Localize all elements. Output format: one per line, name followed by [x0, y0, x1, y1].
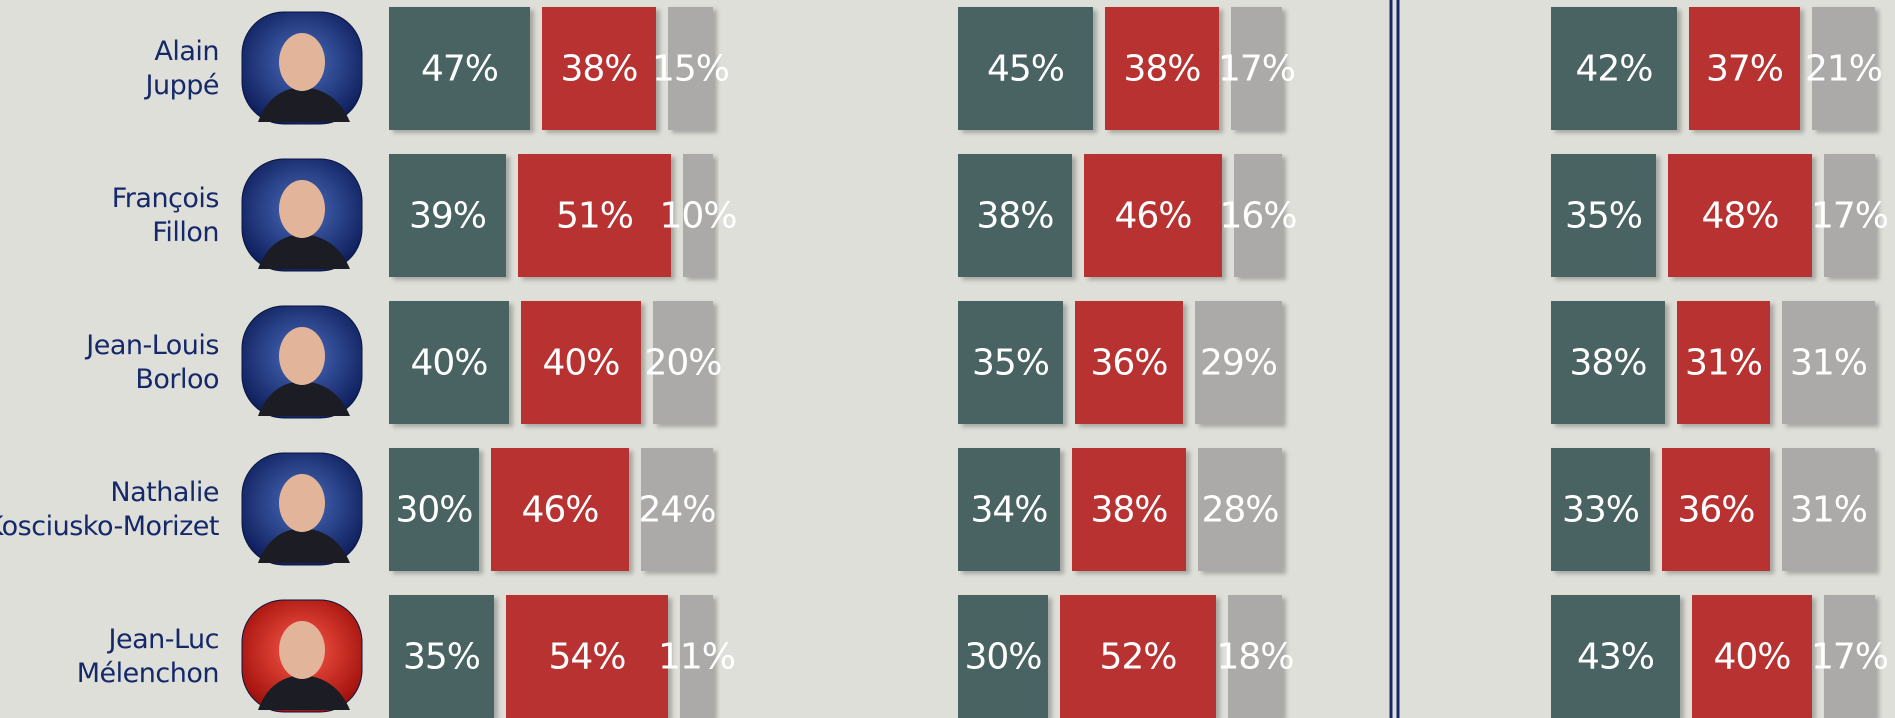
value-label: 17% — [1218, 49, 1295, 90]
value-label: 54% — [548, 637, 625, 678]
value-label: 38% — [1569, 343, 1646, 384]
value-label: 48% — [1701, 196, 1778, 237]
photo-face — [279, 474, 325, 532]
candidate-name: Alain Juppé — [0, 35, 219, 103]
value-label: 15% — [652, 49, 729, 90]
value-label: 17% — [1811, 196, 1888, 237]
value-label: 35% — [972, 343, 1049, 384]
value-label: 51% — [556, 196, 633, 237]
value-label: 42% — [1575, 49, 1652, 90]
value-label: 52% — [1099, 637, 1176, 678]
value-label: 35% — [1565, 196, 1642, 237]
value-label: 29% — [1200, 343, 1277, 384]
value-label: 38% — [976, 196, 1053, 237]
value-label: 31% — [1685, 343, 1762, 384]
value-label: 38% — [560, 49, 637, 90]
value-label: 24% — [638, 490, 715, 531]
value-label: 46% — [521, 490, 598, 531]
candidate-name: Nathalie Kosciusko-Morizet — [0, 476, 219, 544]
value-label: 20% — [644, 343, 721, 384]
value-label: 30% — [395, 490, 472, 531]
value-label: 28% — [1201, 490, 1278, 531]
value-label: 40% — [1713, 637, 1790, 678]
candidate-name: Jean-Louis Borloo — [0, 329, 219, 397]
value-label: 47% — [421, 49, 498, 90]
value-label: 16% — [1219, 196, 1296, 237]
value-label: 11% — [658, 637, 735, 678]
value-label: 38% — [1123, 49, 1200, 90]
value-label: 34% — [970, 490, 1047, 531]
value-label: 31% — [1790, 490, 1867, 531]
value-label: 30% — [964, 637, 1041, 678]
value-label: 31% — [1790, 343, 1867, 384]
photo-face — [279, 327, 325, 385]
photo-face — [279, 180, 325, 238]
value-label: 36% — [1677, 490, 1754, 531]
value-label: 21% — [1805, 49, 1882, 90]
value-label: 39% — [409, 196, 486, 237]
value-label: 17% — [1811, 637, 1888, 678]
poll-chart: 47% 38% 15% 39% 51% 10% 40% 40% 20% 30% 46% 24% 35% 5… — [0, 0, 1895, 718]
value-label: 43% — [1577, 637, 1654, 678]
value-label: 33% — [1562, 490, 1639, 531]
photo-face — [279, 621, 325, 679]
value-label: 35% — [403, 637, 480, 678]
value-label: 18% — [1216, 637, 1293, 678]
value-label: 40% — [410, 343, 487, 384]
value-label: 38% — [1090, 490, 1167, 531]
value-label: 36% — [1090, 343, 1167, 384]
candidate-name: François Fillon — [0, 182, 219, 250]
value-label: 10% — [659, 196, 736, 237]
value-label: 45% — [987, 49, 1064, 90]
candidate-name: Jean-Luc Mélenchon — [0, 623, 219, 691]
photo-face — [279, 33, 325, 91]
value-label: 37% — [1706, 49, 1783, 90]
chart: 47% 38% 15% 39% 51% 10% 40% 40% 20% 30% 46% 24% 35% 5… — [0, 0, 1895, 718]
value-label: 46% — [1114, 196, 1191, 237]
value-label: 40% — [542, 343, 619, 384]
